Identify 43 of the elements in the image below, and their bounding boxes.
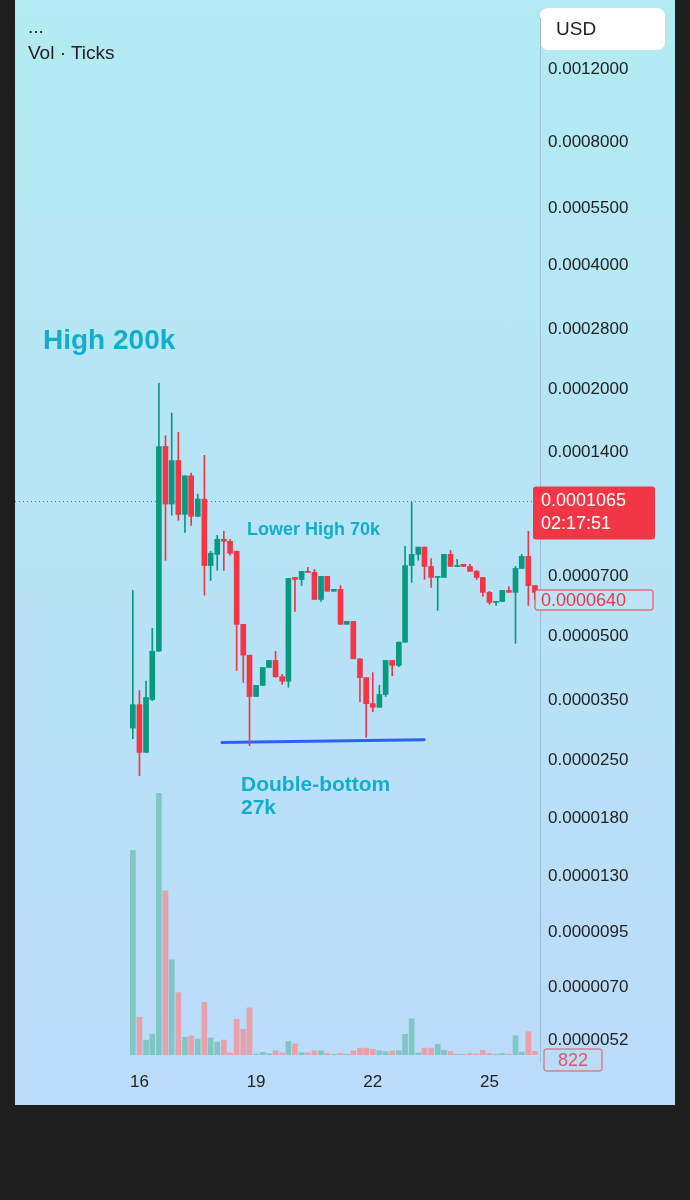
bar: [292, 1043, 298, 1055]
y-tick-label: 0.0000095: [548, 922, 629, 942]
y-tick-label: 0.0000350: [548, 689, 629, 709]
y-tick-label: 0.0000130: [548, 866, 629, 886]
bar: [130, 850, 136, 1055]
y-axis-title: USD: [540, 8, 665, 50]
bar: [298, 1052, 305, 1055]
y-tick-label: 0.0000052: [548, 1029, 629, 1049]
bar: [194, 1038, 201, 1055]
y-tick-label: 0.0000070: [548, 976, 629, 996]
ref-line-label: 0.0001065: [541, 490, 627, 511]
candlestick: [292, 577, 298, 612]
y-tick-label: 0.0004000: [548, 255, 629, 275]
y-tick-label: 0.0000180: [548, 808, 629, 828]
annotation: Double-bottom 27k: [241, 771, 391, 818]
candlestick: [454, 559, 460, 567]
y-tick-label: 0.0001400: [548, 442, 629, 462]
text: 0.0000640: [541, 589, 627, 610]
x-tick-label: 16: [129, 1071, 149, 1091]
bar: [389, 1050, 396, 1055]
x-tick-label: 25: [479, 1071, 499, 1091]
annotation: Vol · Ticks: [28, 41, 115, 65]
annotation: ...: [28, 15, 45, 39]
bar: [168, 959, 175, 1055]
bar: [182, 1036, 188, 1055]
x-tick-label: 22: [363, 1071, 383, 1091]
y-tick-label: 0.0008000: [548, 131, 629, 151]
candlestick: [130, 590, 136, 739]
text: 02:17:51: [541, 513, 612, 534]
y-tick-label: 0.0002000: [548, 378, 629, 398]
annotation: Lower High 70k: [247, 518, 382, 539]
y-tick-label: 0.0012000: [548, 59, 629, 79]
bar: [447, 1051, 454, 1055]
y-tick-label: 0.0000500: [548, 626, 629, 646]
y-tick-label: 0.0000700: [548, 566, 629, 586]
bar: [188, 1035, 194, 1055]
y-tick-label: 0.0002800: [548, 318, 629, 338]
y-tick-label: 0.0005500: [548, 198, 629, 218]
annotation: High 200k: [43, 323, 176, 355]
text: 822: [557, 1049, 589, 1070]
y-tick-label: 0.0000250: [548, 749, 629, 769]
bar: [318, 1050, 324, 1055]
x-tick-label: 19: [246, 1071, 266, 1091]
